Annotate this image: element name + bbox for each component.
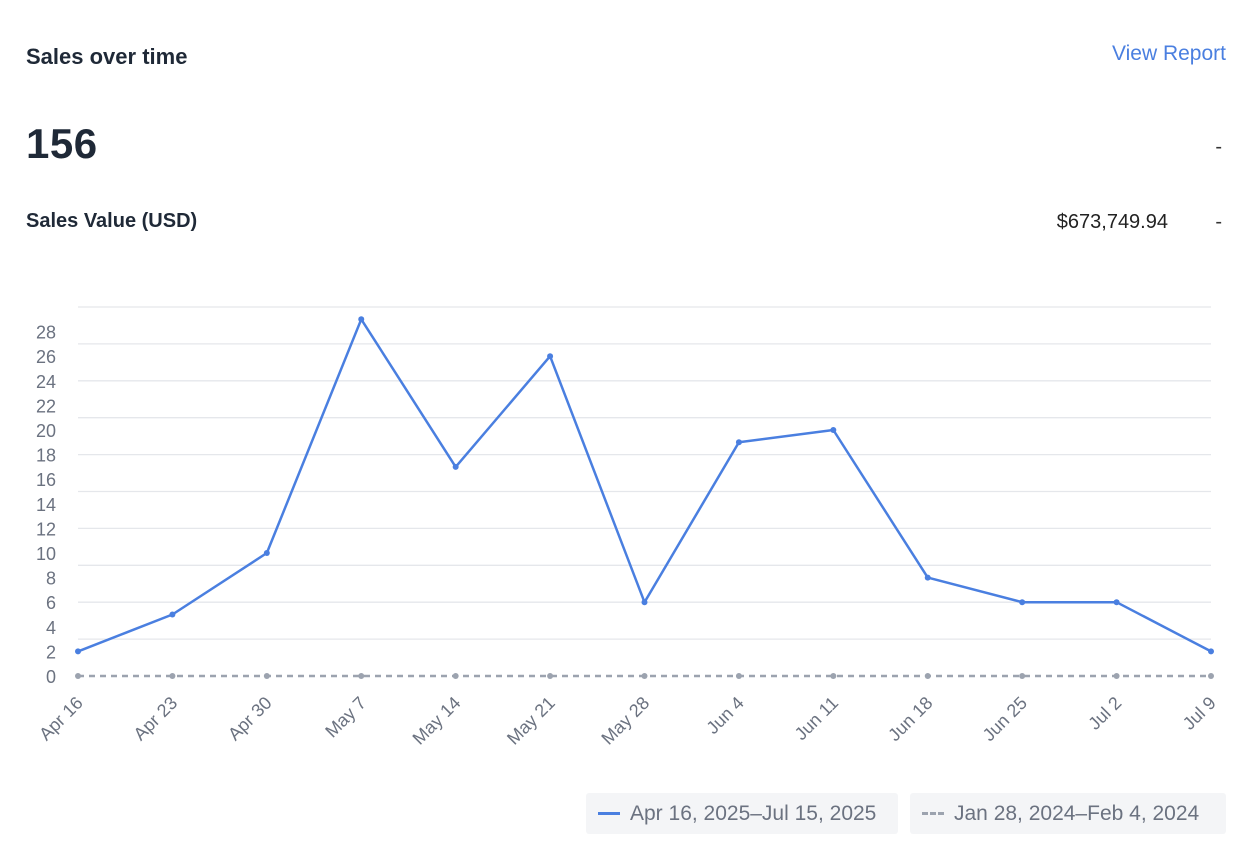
data-point-current[interactable] [924,574,931,581]
y-tick-label: 18 [36,446,56,466]
x-tick-label: Jun 18 [884,693,936,745]
data-point-current[interactable] [263,550,270,556]
view-report-link[interactable]: View Report [1111,42,1226,65]
data-point-previous[interactable] [1113,673,1120,679]
legend-item-previous-period[interactable]: Jan 28, 2024–Feb 4, 2024 [910,793,1226,834]
data-point-previous[interactable] [641,673,648,679]
x-tick-label: May 7 [321,693,370,742]
legend-dashed-line-icon [922,812,944,815]
x-tick-label: Jun 11 [791,693,842,744]
sales-value-comparison: - [1215,211,1222,233]
data-point-current[interactable] [75,648,81,655]
y-tick-label: 10 [36,544,56,564]
legend-label-previous: Jan 28, 2024–Feb 4, 2024 [954,801,1200,825]
data-point-current[interactable] [547,353,554,360]
data-point-current[interactable] [169,611,176,618]
data-point-current[interactable] [1113,599,1120,606]
sales-count-comparison: - [1215,136,1222,158]
data-point-previous[interactable] [924,673,931,679]
x-tick-label: Jun 25 [979,693,1031,745]
y-tick-label: 24 [36,372,56,392]
x-tick-label: Apr 30 [224,693,276,745]
x-tick-label: Jul 9 [1179,693,1220,734]
data-point-current[interactable] [735,439,742,446]
data-point-previous[interactable] [735,673,742,679]
y-tick-label: 12 [36,519,56,539]
chart-gridlines [78,306,1211,640]
data-point-current[interactable] [358,316,365,323]
data-point-current[interactable] [1208,648,1214,655]
y-tick-label: 14 [36,495,56,515]
y-tick-label: 2 [46,642,56,662]
legend-item-current-period[interactable]: Apr 16, 2025–Jul 15, 2025 [586,793,898,834]
x-tick-label: Apr 23 [130,693,182,745]
legend-label-current: Apr 16, 2025–Jul 15, 2025 [630,801,877,825]
y-tick-label: 6 [46,593,56,613]
data-point-previous[interactable] [452,673,459,679]
chart-series [75,316,1214,679]
y-tick-label: 28 [36,323,56,343]
data-point-previous[interactable] [75,673,81,679]
x-tick-label: Apr 16 [35,693,87,745]
y-tick-label: 4 [46,618,56,638]
sales-count-value: 156 [26,120,98,167]
card-title: Sales over time [26,44,188,69]
legend-solid-line-icon [598,812,620,815]
y-tick-label: 0 [46,667,56,687]
data-point-previous[interactable] [1208,673,1214,679]
data-point-previous[interactable] [830,673,837,679]
y-tick-label: 16 [36,470,56,490]
y-tick-label: 8 [46,569,56,589]
sales-value-label: Sales Value (USD) [26,210,198,232]
x-axis-ticks: Apr 16 Apr 23 Apr 30 May 7 May 14 May 21 May 2… [35,693,1220,749]
data-point-current[interactable] [830,427,837,433]
data-point-current[interactable] [641,599,648,606]
data-point-previous[interactable] [1019,673,1026,679]
x-tick-label: Jun 4 [702,693,747,738]
x-tick-label: May 21 [503,693,559,749]
x-tick-label: May 14 [409,693,465,749]
data-point-previous[interactable] [358,673,365,679]
y-tick-label: 26 [36,347,56,367]
x-tick-label: Jul 2 [1084,693,1125,734]
x-tick-label: May 28 [597,693,653,749]
sales-value-amount: $673,749.94 [1056,211,1168,233]
y-tick-label: 22 [36,396,56,416]
data-point-previous[interactable] [547,673,554,679]
data-point-current[interactable] [1019,599,1026,606]
data-point-previous[interactable] [263,673,270,679]
data-point-previous[interactable] [169,673,176,679]
y-tick-label: 20 [36,421,56,441]
data-point-current[interactable] [452,463,459,470]
